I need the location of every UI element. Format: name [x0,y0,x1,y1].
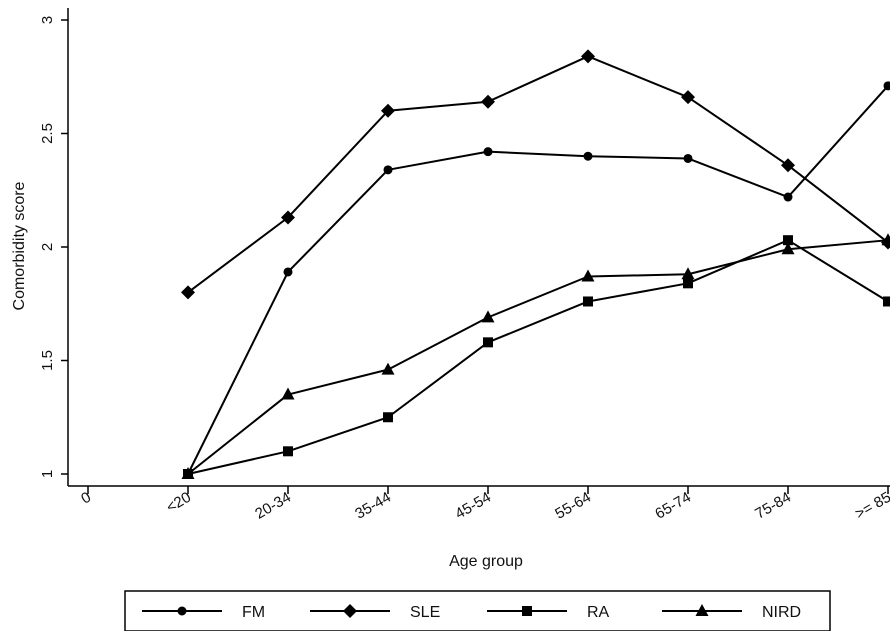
series-group [181,49,890,479]
y-tick-label: 2 [39,243,56,251]
data-point-sle [381,103,395,118]
data-point-ra [483,337,493,348]
legend-marker-fm [177,606,187,616]
data-point-sle [681,90,695,105]
legend: FM SLE RA NIRD [124,590,831,631]
data-point-fm [583,151,593,161]
x-tick-label: 75-84 [752,489,794,523]
data-point-nird [381,362,395,375]
data-point-sle [781,158,795,173]
data-point-fm [383,165,393,175]
x-axis-label: Age group [449,553,523,570]
series-sle [181,49,890,300]
legend-label-ra: RA [587,604,610,621]
data-point-ra [583,296,593,307]
data-point-fm [883,81,890,91]
axes [67,8,890,487]
data-point-nird [781,242,795,255]
x-tick-label: 65-74 [652,489,694,523]
legend-label-fm: FM [242,604,265,621]
y-ticks: 1 1.5 2 2.5 3 [39,16,68,478]
data-point-nird [681,267,695,280]
data-point-nird [281,387,295,400]
x-tick-label: >= 85 [852,489,890,523]
series-line-fm [187,85,889,475]
data-point-ra [283,446,293,457]
series-fm [183,81,890,479]
x-tick-label: 55-64 [552,489,594,523]
data-point-sle [581,49,595,64]
data-point-nird [881,233,890,246]
data-point-nird [581,269,595,282]
x-ticks: 0 <20 20-34 35-44 45-54 55-64 65-74 75-84 >= 85 [78,486,890,523]
x-tick-label: 35-44 [352,489,394,523]
y-tick-label: 1 [39,470,56,478]
data-point-nird [481,310,495,323]
data-point-fm [483,147,493,157]
data-point-ra [683,278,693,289]
legend-label-sle: SLE [410,604,440,621]
data-point-ra [883,296,890,307]
legend-marker-nird [695,604,709,616]
series-line-nird [187,239,889,475]
x-tick-label: 45-54 [452,489,494,523]
series-line-sle [187,55,889,294]
data-point-fm [783,192,793,202]
series-line-ra [187,239,889,475]
y-tick-label: 2.5 [39,123,56,144]
data-point-fm [683,153,693,163]
y-tick-label: 3 [39,16,56,24]
data-point-sle [481,94,495,109]
data-point-fm [283,267,293,277]
y-axis-label: Comorbidity score [11,181,28,310]
data-point-ra [783,235,793,246]
series-nird [181,233,890,479]
legend-label-nird: NIRD [762,604,801,621]
data-point-nird [181,467,195,479]
data-point-ra [383,412,393,423]
x-tick-label: 20-34 [252,489,294,523]
x-tick-label: <20 [163,489,194,516]
legend-marker-sle [343,604,357,618]
y-tick-label: 1.5 [39,350,56,371]
data-point-sle [281,210,295,225]
data-point-sle [181,285,195,300]
legend-marker-ra [522,606,532,616]
x-tick-label: 0 [78,489,94,508]
